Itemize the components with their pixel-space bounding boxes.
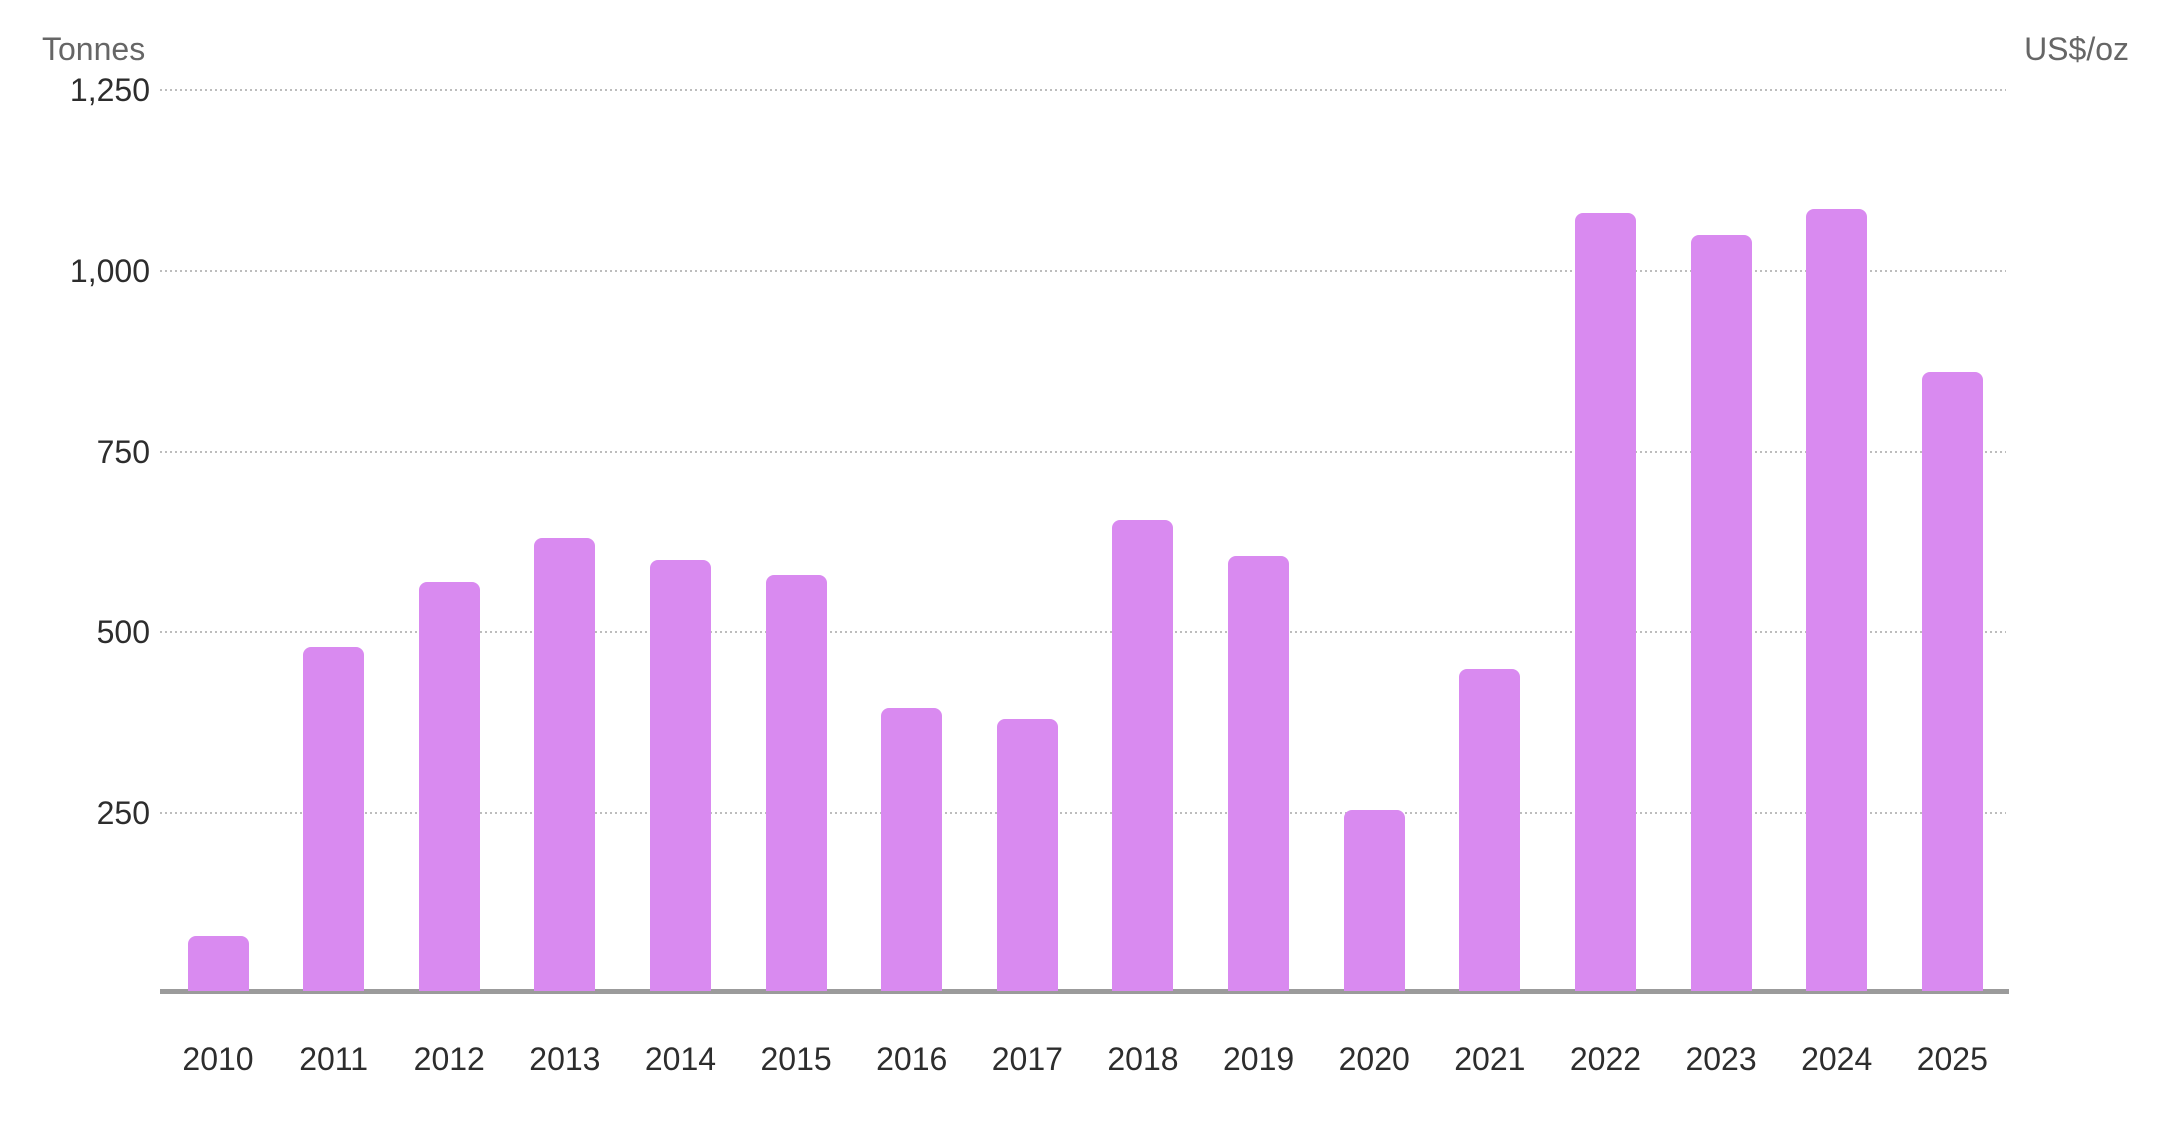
x-tick-label-2023: 2023 [1685, 1041, 1757, 1077]
x-tick-label-2024: 2024 [1801, 1041, 1873, 1077]
bar-2018 [1112, 520, 1174, 991]
x-axis-line [160, 989, 2009, 994]
bar-2024 [1806, 209, 1868, 991]
x-tick-label-2016: 2016 [876, 1041, 948, 1077]
right-axis-title: US$/oz [2024, 31, 2129, 67]
bar-2010 [187, 936, 249, 991]
bar-2017 [996, 719, 1058, 991]
x-tick-label-2013: 2013 [529, 1041, 601, 1077]
x-tick-label-2017: 2017 [991, 1041, 1063, 1077]
x-tick-label-2011: 2011 [299, 1041, 369, 1077]
x-tick-label-2012: 2012 [413, 1041, 485, 1077]
bar-2023 [1690, 234, 1752, 991]
gridline-1000 [160, 269, 2006, 272]
gridline-250 [160, 812, 2006, 815]
y-tick-label-250: 250 [96, 795, 150, 832]
bar-2012 [418, 581, 480, 991]
bar-2022 [1574, 212, 1636, 991]
bar-2019 [1228, 556, 1290, 991]
x-tick-label-2015: 2015 [760, 1041, 832, 1077]
x-tick-label-2014: 2014 [644, 1041, 717, 1077]
x-tick-label-2021: 2021 [1454, 1041, 1526, 1077]
x-tick-label-2020: 2020 [1338, 1041, 1410, 1077]
x-tick-label-2018: 2018 [1107, 1041, 1179, 1077]
x-tick-label-2019: 2019 [1222, 1041, 1295, 1077]
bar-2014 [649, 560, 711, 991]
gridline-750 [160, 450, 2006, 453]
x-tick-label-2022: 2022 [1569, 1041, 1642, 1077]
bar-2015 [765, 574, 827, 991]
bar-2025 [1921, 372, 1983, 991]
bar-2021 [1459, 668, 1521, 991]
gridline-500 [160, 631, 2006, 634]
y-tick-label-1000: 1,000 [69, 252, 150, 289]
x-tick-label-2025: 2025 [1916, 1041, 1988, 1077]
bar-2013 [534, 538, 596, 991]
gridline-1250 [160, 89, 2006, 91]
x-tick-label-2010: 2010 [182, 1041, 254, 1077]
y-tick-label-500: 500 [96, 614, 150, 651]
y-tick-label-750: 750 [96, 433, 150, 470]
left-axis-title: Tonnes [42, 31, 146, 67]
y-tick-label-1250: 1,250 [69, 72, 150, 108]
bar-2016 [881, 708, 943, 991]
bar-2011 [303, 646, 365, 991]
bar-2020 [1343, 809, 1405, 991]
